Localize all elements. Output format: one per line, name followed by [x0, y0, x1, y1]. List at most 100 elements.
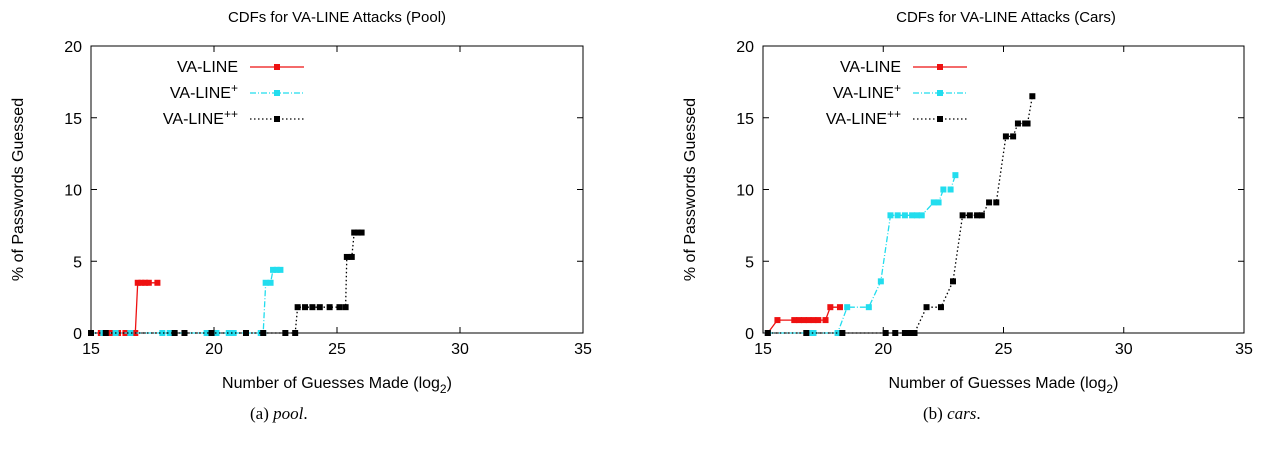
data-point	[1014, 120, 1021, 127]
data-point	[949, 278, 956, 285]
data-point	[978, 212, 985, 219]
x-tick-label: 20	[874, 341, 892, 358]
series-line	[91, 231, 362, 334]
x-axis-label: Number of Guesses Made (log2)	[222, 375, 452, 396]
data-point	[343, 253, 350, 260]
data-point	[242, 330, 249, 336]
data-point	[906, 330, 913, 336]
data-point	[827, 304, 834, 311]
data-point	[887, 212, 894, 219]
legend-label: VA-LINE++	[163, 107, 238, 128]
data-point	[225, 330, 232, 336]
series-1	[88, 266, 284, 336]
data-point	[138, 279, 145, 286]
data-point	[154, 279, 161, 286]
caption-a-suffix: .	[303, 404, 308, 423]
chart-title: CDFs for VA-LINE Attacks (Cars)	[896, 9, 1116, 26]
x-tick-label: 30	[1115, 341, 1133, 358]
data-point	[292, 330, 299, 336]
data-point	[940, 186, 947, 193]
chart-a: CDFs for VA-LINE Attacks (Pool) 15 20 25 30 3…	[10, 9, 592, 396]
data-point	[166, 330, 173, 336]
data-point	[277, 266, 284, 273]
data-point	[810, 330, 817, 336]
data-point	[952, 172, 959, 179]
caption-b-name: cars	[947, 404, 977, 423]
data-point	[358, 229, 365, 236]
data-point	[986, 199, 993, 206]
y-tick-label: 20	[64, 39, 82, 56]
data-point	[937, 304, 944, 311]
chart-b: CDFs for VA-LINE Attacks (Cars) 15 20 25 30 3…	[682, 9, 1253, 396]
data-point	[834, 330, 841, 336]
caption-a-label: (a)	[250, 404, 269, 423]
data-point	[810, 317, 817, 324]
data-point	[336, 304, 343, 311]
data-point	[892, 330, 899, 336]
data-point	[930, 199, 937, 206]
data-point	[351, 229, 358, 236]
data-point	[822, 317, 829, 324]
series-1	[764, 172, 959, 336]
y-axis-label: % of Passwords Guessed	[682, 98, 699, 281]
data-point	[302, 304, 309, 311]
data-point	[844, 304, 851, 311]
data-point	[764, 330, 771, 336]
legend-label: VA-LINE+	[833, 81, 901, 102]
data-point	[974, 212, 981, 219]
series-0	[88, 279, 161, 336]
data-point	[803, 330, 810, 336]
data-point	[901, 212, 908, 219]
legend-marker	[274, 90, 280, 96]
series-2	[764, 93, 1036, 336]
data-point	[966, 212, 973, 219]
data-point	[1024, 120, 1031, 127]
x-tick-label: 20	[205, 341, 223, 358]
data-point	[800, 317, 807, 324]
plot-frame	[90, 45, 584, 334]
data-point	[342, 304, 349, 311]
series-2	[88, 229, 365, 336]
x-tick-label: 35	[574, 341, 592, 358]
legend-label: VA-LINE++	[826, 107, 901, 128]
data-point	[882, 330, 889, 336]
caption-b-suffix: .	[976, 404, 981, 423]
series-line	[91, 269, 281, 334]
caption-a: (a) pool.	[250, 404, 308, 424]
y-axis-label: % of Passwords Guessed	[10, 98, 27, 281]
y-tick-label: 0	[73, 326, 82, 343]
data-point	[894, 212, 901, 219]
data-point	[865, 304, 872, 311]
data-point	[88, 330, 94, 336]
legend-marker	[937, 90, 943, 96]
data-point	[159, 330, 166, 336]
data-point	[309, 304, 316, 311]
data-point	[102, 330, 109, 336]
data-point	[145, 279, 152, 286]
data-point	[918, 212, 925, 219]
data-point	[316, 304, 323, 311]
caption-a-name: pool	[273, 404, 304, 423]
y-tick-label: 0	[745, 326, 754, 343]
data-point	[203, 330, 210, 336]
data-point	[348, 253, 355, 260]
data-point	[913, 212, 920, 219]
legend-label: VA-LINE	[840, 59, 901, 76]
data-point	[901, 330, 908, 336]
legend-marker	[274, 116, 280, 122]
data-point	[270, 266, 277, 273]
data-point	[282, 330, 289, 336]
data-point	[774, 317, 781, 324]
data-point	[230, 330, 237, 336]
data-point	[923, 304, 930, 311]
data-point	[911, 330, 918, 336]
data-point	[1010, 133, 1017, 140]
data-point	[262, 279, 269, 286]
legend-label: VA-LINE	[177, 59, 238, 76]
data-point	[805, 317, 812, 324]
data-point	[796, 317, 803, 324]
x-tick-label: 15	[754, 341, 772, 358]
data-point	[1002, 133, 1009, 140]
caption-b: (b) cars.	[923, 404, 981, 424]
